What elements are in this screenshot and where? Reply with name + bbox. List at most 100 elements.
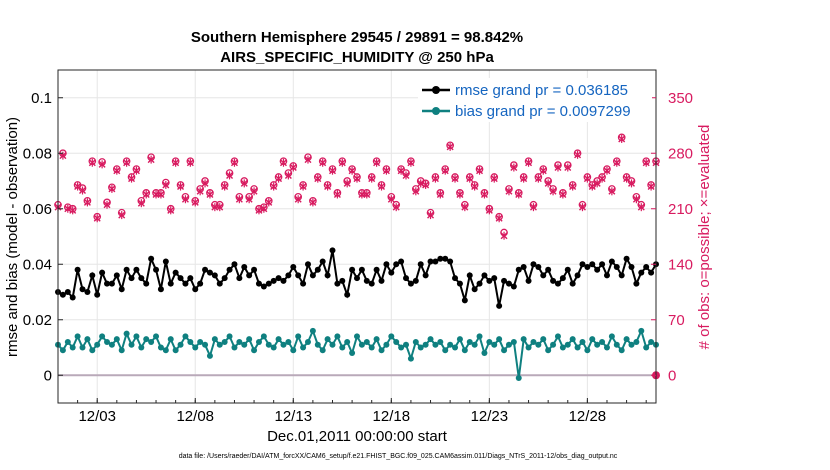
rmse-series-point: [79, 286, 86, 293]
rmse-series-point: [579, 261, 586, 268]
obs-evaluated-marker: [549, 187, 557, 196]
bias-series-point: [486, 338, 493, 345]
obs-evaluated-marker: [461, 203, 469, 212]
rmse-series-point: [99, 269, 106, 276]
bias-series-point: [579, 338, 586, 345]
rmse-series-point: [540, 272, 547, 279]
obs-evaluated-marker: [177, 182, 185, 191]
obs-evaluated-marker: [466, 174, 474, 183]
bias-series-point: [407, 355, 414, 362]
rmse-series-point: [603, 272, 610, 279]
obs-evaluated-marker: [113, 166, 121, 175]
bias-series-point: [319, 347, 326, 354]
obs-evaluated-marker: [471, 182, 479, 191]
obs-evaluated-marker: [191, 198, 199, 207]
obs-evaluated-marker: [613, 158, 621, 167]
rmse-series-point: [569, 280, 576, 287]
obs-evaluated-marker: [534, 174, 542, 183]
bias-series-point: [481, 350, 488, 357]
rmse-series-point: [84, 289, 91, 295]
bias-series-point: [108, 341, 115, 348]
obs-evaluated-marker: [230, 158, 238, 167]
rmse-series-point: [143, 280, 150, 287]
obs-evaluated-marker: [431, 174, 439, 183]
obs-evaluated-marker: [79, 186, 87, 195]
obs-evaluated-marker: [123, 158, 131, 167]
bias-series-point: [525, 344, 532, 351]
rmse-series-point: [206, 269, 213, 276]
bias-series-point: [99, 333, 106, 340]
rmse-series-point: [211, 272, 218, 279]
legend-bias-marker: [432, 107, 440, 115]
obs-evaluated-marker: [637, 203, 645, 212]
plot-background: [58, 70, 656, 403]
y-right-tick-label: 350: [668, 90, 693, 107]
rmse-series-point: [476, 280, 483, 287]
bias-series-point: [623, 336, 630, 343]
obs-evaluated-marker: [642, 158, 650, 167]
rmse-series-point: [491, 275, 498, 282]
rmse-series-point: [613, 264, 620, 271]
rmse-series-point: [505, 280, 512, 287]
obs-evaluated-marker: [412, 187, 420, 196]
rmse-series-point: [407, 280, 414, 287]
bias-series-point: [501, 347, 508, 354]
bias-series-point: [491, 341, 498, 348]
y-tick-label: 0.02: [23, 312, 52, 329]
rmse-series-point: [285, 272, 292, 279]
bias-series-point: [143, 336, 150, 343]
obs-evaluated-marker: [427, 211, 435, 220]
bias-series-point: [236, 338, 243, 345]
bias-series-point: [505, 341, 512, 348]
bias-series-point: [324, 336, 331, 343]
obs-evaluated-marker: [559, 190, 567, 199]
rmse-series-point: [108, 280, 115, 287]
bias-series-point: [432, 341, 439, 348]
rmse-series-point: [584, 264, 591, 271]
rmse-series-point: [344, 291, 351, 298]
rmse-series-point: [442, 255, 449, 262]
rmse-series-point: [422, 272, 429, 279]
x-tick-label: 12/28: [569, 408, 607, 425]
bias-series-point: [550, 341, 557, 348]
rmse-series-point: [216, 280, 223, 287]
rmse-series-point: [447, 258, 454, 265]
rmse-series-point: [221, 275, 228, 282]
obs-evaluated-marker: [348, 166, 356, 175]
obs-evaluated-marker: [93, 214, 101, 223]
rmse-series-point: [623, 255, 630, 262]
rmse-series-point: [589, 261, 596, 268]
rmse-series-point: [452, 275, 459, 282]
obs-evaluated-marker: [304, 155, 312, 164]
rmse-series-point: [363, 277, 370, 284]
rmse-series-point: [471, 286, 478, 293]
obs-evaluated-marker: [299, 182, 307, 191]
obs-evaluated-marker: [525, 158, 533, 167]
chart-title: Southern Hemisphere 29545 / 29891 = 98.8…: [191, 29, 523, 46]
bias-series-point: [118, 347, 125, 354]
obs-evaluated-marker: [480, 190, 488, 199]
rmse-series-point: [74, 266, 81, 273]
bias-series-point: [633, 338, 640, 345]
bias-series-point: [564, 341, 571, 348]
obs-evaluated-marker: [382, 166, 390, 175]
bias-series-point: [295, 333, 302, 340]
obs-evaluated-marker: [544, 179, 552, 188]
rmse-series-point: [128, 275, 135, 282]
bias-series-point: [589, 336, 596, 343]
bias-series-point: [422, 341, 429, 348]
rmse-series-point: [177, 275, 184, 282]
rmse-series-point: [545, 266, 552, 273]
rmse-series-point: [172, 269, 179, 276]
data-file-footnote: data file: /Users/raeder/DAI/ATM_forcXX/…: [179, 453, 618, 460]
bias-series-point: [358, 341, 365, 348]
obs-evaluated-marker: [324, 182, 332, 191]
obs-evaluated-marker: [181, 195, 189, 204]
rmse-series-point: [574, 272, 581, 279]
x-tick-label: 12/13: [275, 408, 313, 425]
rmse-series-point: [295, 272, 302, 279]
rmse-series-point: [633, 280, 640, 287]
bias-series-point: [452, 344, 459, 351]
rmse-series-point: [334, 280, 341, 287]
bias-series-point: [226, 333, 233, 340]
